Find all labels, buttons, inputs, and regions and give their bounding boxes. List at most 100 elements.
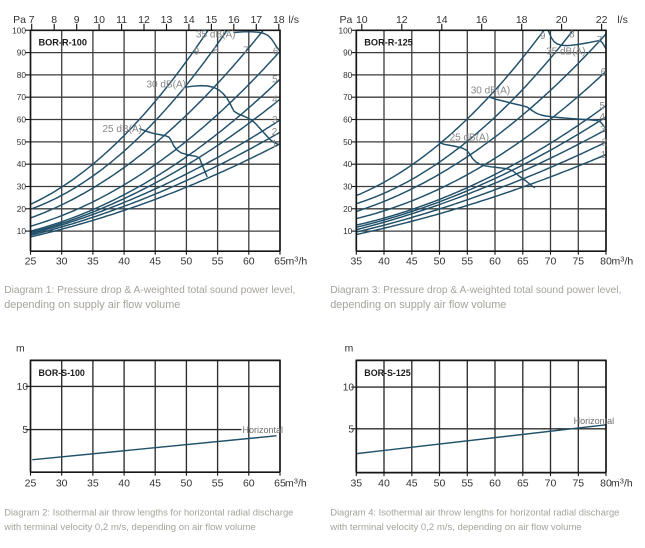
svg-text:30: 30 <box>343 182 353 192</box>
svg-text:10: 10 <box>356 14 368 26</box>
svg-text:18: 18 <box>273 14 285 26</box>
svg-text:65: 65 <box>517 478 529 490</box>
svg-text:BOR-R-125: BOR-R-125 <box>364 37 413 47</box>
svg-text:Diagram 1: Pressure drop & A-w: Diagram 1: Pressure drop & A-weighted to… <box>4 285 295 296</box>
svg-text:35: 35 <box>87 256 99 268</box>
svg-text:Diagram 2: Isothermal air thro: Diagram 2: Isothermal air throw lengths … <box>4 507 293 518</box>
svg-text:22: 22 <box>596 14 608 26</box>
svg-text:50: 50 <box>181 256 193 268</box>
svg-text:10: 10 <box>93 14 105 26</box>
svg-text:60: 60 <box>243 256 255 268</box>
svg-text:depending on supply air flow v: depending on supply air flow volume <box>4 299 180 311</box>
svg-text:5: 5 <box>599 101 605 112</box>
svg-text:9: 9 <box>74 14 80 26</box>
svg-text:4: 4 <box>599 112 605 123</box>
svg-text:BOR-S-100: BOR-S-100 <box>39 368 85 378</box>
svg-text:m3/h: m3/h <box>612 254 634 267</box>
svg-text:60: 60 <box>489 478 501 490</box>
svg-text:35 dB(A): 35 dB(A) <box>196 29 235 40</box>
svg-text:55: 55 <box>212 478 224 490</box>
svg-text:25: 25 <box>25 256 37 268</box>
svg-text:90: 90 <box>343 48 353 58</box>
svg-text:60: 60 <box>489 256 501 268</box>
svg-text:80: 80 <box>17 70 27 80</box>
svg-text:l/s: l/s <box>289 14 300 26</box>
svg-text:BOR-S-125: BOR-S-125 <box>364 368 410 378</box>
svg-text:55: 55 <box>461 478 473 490</box>
svg-text:12: 12 <box>396 14 408 26</box>
svg-text:35 dB(A): 35 dB(A) <box>546 47 585 58</box>
svg-text:m: m <box>345 344 354 355</box>
svg-text:35: 35 <box>87 478 99 490</box>
svg-text:15: 15 <box>206 14 218 26</box>
svg-text:75: 75 <box>572 256 584 268</box>
svg-text:10: 10 <box>343 383 355 394</box>
svg-text:5: 5 <box>348 424 354 435</box>
svg-text:70: 70 <box>545 478 557 490</box>
svg-text:11: 11 <box>116 14 127 26</box>
svg-text:45: 45 <box>406 478 418 490</box>
svg-text:with terminal velocity 0,2 m/s: with terminal velocity 0,2 m/s, dependin… <box>329 522 582 533</box>
svg-text:3: 3 <box>272 115 278 126</box>
svg-text:30: 30 <box>56 478 68 490</box>
svg-text:17: 17 <box>250 14 262 26</box>
svg-text:25 dB(A): 25 dB(A) <box>103 124 142 135</box>
svg-text:18: 18 <box>516 14 528 26</box>
svg-text:30 dB(A): 30 dB(A) <box>147 79 186 90</box>
svg-text:30: 30 <box>17 182 27 192</box>
svg-text:65: 65 <box>274 478 286 490</box>
svg-text:m3/h: m3/h <box>286 254 308 267</box>
svg-text:25 dB(A): 25 dB(A) <box>450 133 489 144</box>
svg-text:70: 70 <box>343 92 353 102</box>
svg-text:25: 25 <box>25 478 37 490</box>
svg-text:Horizontal: Horizontal <box>243 425 284 435</box>
svg-text:65: 65 <box>274 256 286 268</box>
svg-text:2: 2 <box>272 127 277 138</box>
svg-text:Pa: Pa <box>339 14 352 26</box>
svg-text:14: 14 <box>183 14 195 26</box>
svg-text:45: 45 <box>149 478 161 490</box>
svg-text:50: 50 <box>17 137 27 147</box>
svg-text:Pa: Pa <box>13 14 26 26</box>
svg-text:10: 10 <box>17 382 29 393</box>
svg-text:Diagram 4: Isothermal air thro: Diagram 4: Isothermal air throw lengths … <box>330 507 619 518</box>
svg-text:m3/h: m3/h <box>611 476 633 489</box>
svg-text:13: 13 <box>161 14 173 26</box>
svg-text:100: 100 <box>12 25 26 35</box>
svg-text:55: 55 <box>212 256 224 268</box>
svg-text:20: 20 <box>343 204 353 214</box>
svg-text:60: 60 <box>17 115 27 125</box>
svg-text:40: 40 <box>378 256 390 268</box>
svg-text:6: 6 <box>601 67 607 78</box>
svg-text:7: 7 <box>243 46 248 57</box>
svg-text:8: 8 <box>569 29 575 40</box>
svg-text:12: 12 <box>138 14 150 26</box>
svg-text:40: 40 <box>118 256 130 268</box>
svg-text:6: 6 <box>273 47 279 58</box>
svg-text:4: 4 <box>272 94 278 105</box>
svg-text:BOR-R-100: BOR-R-100 <box>39 37 88 47</box>
svg-text:90: 90 <box>17 48 27 58</box>
svg-text:45: 45 <box>406 256 418 268</box>
svg-text:40: 40 <box>17 159 27 169</box>
svg-text:70: 70 <box>545 256 557 268</box>
svg-text:9: 9 <box>540 31 545 42</box>
svg-text:65: 65 <box>517 256 529 268</box>
svg-text:2: 2 <box>602 138 607 149</box>
svg-text:10: 10 <box>343 226 353 236</box>
svg-text:16: 16 <box>476 14 488 26</box>
svg-text:3: 3 <box>600 125 606 136</box>
svg-text:80: 80 <box>600 256 612 268</box>
svg-text:40: 40 <box>378 478 390 490</box>
svg-text:7: 7 <box>597 35 602 46</box>
svg-text:9: 9 <box>194 47 199 58</box>
svg-text:1: 1 <box>272 139 277 150</box>
svg-text:30 dB(A): 30 dB(A) <box>471 86 510 97</box>
svg-text:14: 14 <box>436 14 448 26</box>
svg-text:50: 50 <box>181 478 193 490</box>
svg-text:45: 45 <box>149 256 161 268</box>
svg-text:1: 1 <box>601 150 606 161</box>
svg-text:55: 55 <box>461 256 473 268</box>
svg-text:60: 60 <box>343 115 353 125</box>
svg-text:5: 5 <box>22 425 28 436</box>
